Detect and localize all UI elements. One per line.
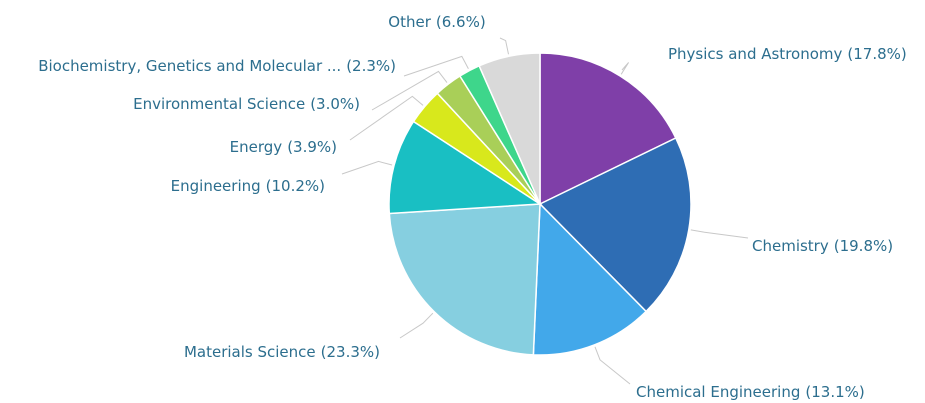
- pie-slice: [539, 52, 677, 206]
- leader-line: [399, 312, 434, 339]
- slice-label: Chemistry (19.8%): [752, 237, 893, 255]
- leader-line: [690, 229, 749, 239]
- slice-value: (3.0%): [310, 95, 360, 113]
- pie-slice: [388, 203, 541, 356]
- slice-value: (6.6%): [436, 13, 486, 31]
- slice-name: Chemistry: [752, 237, 829, 255]
- slice-label: Engineering (10.2%): [171, 177, 325, 195]
- leader-line: [403, 55, 469, 77]
- slice-value: (23.3%): [321, 343, 380, 361]
- slice-label: Energy (3.9%): [230, 138, 337, 156]
- leader-line: [499, 37, 509, 55]
- slice-label: Physics and Astronomy (17.8%): [668, 45, 907, 63]
- pie-slice: [532, 202, 648, 356]
- slice-name: Environmental Science: [133, 95, 305, 113]
- slice-value: (17.8%): [847, 45, 906, 63]
- slice-value: (13.1%): [805, 383, 864, 401]
- slice-label: Biochemistry, Genetics and Molecular ...…: [38, 57, 396, 75]
- slice-name: Biochemistry, Genetics and Molecular ...: [38, 57, 341, 75]
- leader-line: [594, 346, 631, 385]
- leader-line: [349, 95, 424, 141]
- pie-slice: [388, 120, 543, 215]
- slice-value: (10.2%): [266, 177, 325, 195]
- slice-name: Physics and Astronomy: [668, 45, 842, 63]
- leader-line: [620, 62, 630, 75]
- slice-value: (19.8%): [834, 237, 893, 255]
- slice-name: Chemical Engineering: [636, 383, 800, 401]
- slice-name: Other: [388, 13, 431, 31]
- leader-line: [371, 70, 448, 111]
- slice-value: (3.9%): [287, 138, 337, 156]
- leader-line: [341, 160, 393, 175]
- slice-name: Energy: [230, 138, 283, 156]
- slice-label: Materials Science (23.3%): [184, 343, 380, 361]
- slice-value: (2.3%): [346, 57, 396, 75]
- slice-label: Environmental Science (3.0%): [133, 95, 360, 113]
- pie-slice: [538, 136, 692, 313]
- slice-label: Other (6.6%): [388, 13, 485, 31]
- slice-label: Chemical Engineering (13.1%): [636, 383, 865, 401]
- slice-name: Engineering: [171, 177, 261, 195]
- slice-name: Materials Science: [184, 343, 316, 361]
- pie-slice: [478, 52, 541, 205]
